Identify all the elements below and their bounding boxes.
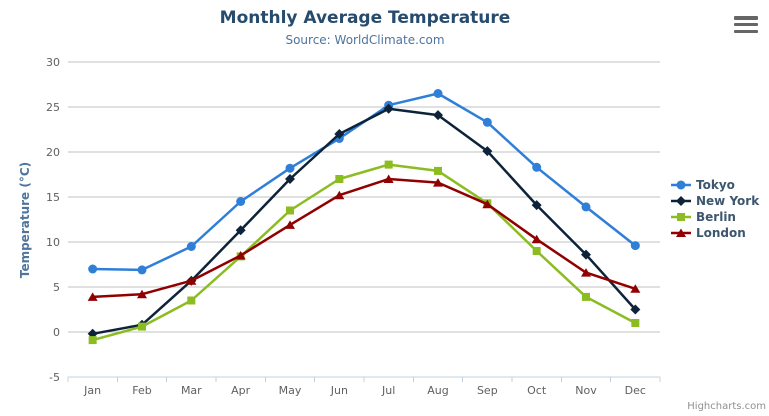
x-axis-tick-label: Oct: [527, 384, 547, 397]
data-point-london[interactable]: [87, 292, 98, 301]
data-point-london[interactable]: [235, 251, 246, 260]
data-point-tokyo[interactable]: [186, 242, 196, 251]
data-point-tokyo[interactable]: [137, 265, 147, 275]
data-point-london[interactable]: [531, 234, 542, 244]
square-marker-icon: [671, 213, 691, 221]
data-point-tokyo[interactable]: [88, 264, 98, 274]
hamburger-icon: [734, 22, 758, 27]
y-axis-tick-label: 20: [46, 146, 60, 159]
legend-label: Berlin: [696, 210, 736, 224]
export-menu-button[interactable]: [732, 15, 760, 34]
data-point-new-york[interactable]: [235, 225, 246, 236]
series-line-tokyo: [91, 92, 637, 272]
series-line-london: [91, 177, 637, 299]
data-point-tokyo[interactable]: [581, 202, 591, 212]
legend-item-tokyo[interactable]: Tokyo: [670, 177, 759, 193]
x-axis-tick-label: Mar: [181, 384, 202, 397]
x-axis-tick-label: Jan: [83, 384, 101, 397]
data-point-tokyo[interactable]: [433, 89, 443, 98]
data-point-new-york[interactable]: [433, 110, 443, 121]
data-point-london[interactable]: [285, 220, 295, 229]
chart-subtitle: Source: WorldClimate.com: [285, 33, 445, 47]
legend-item-new-york[interactable]: New York: [670, 193, 759, 209]
data-point-london[interactable]: [383, 174, 394, 184]
hamburger-icon: [734, 29, 758, 33]
y-axis-tick-label: -5: [49, 371, 60, 384]
y-axis-tick-label: 5: [53, 281, 60, 294]
series-line-berlin: [91, 163, 637, 342]
legend-label: New York: [696, 194, 760, 208]
hamburger-icon: [734, 16, 758, 20]
data-point-new-york[interactable]: [383, 103, 394, 114]
data-point-tokyo[interactable]: [532, 162, 542, 172]
y-axis-tick-label: 10: [46, 236, 60, 249]
data-point-new-york[interactable]: [482, 146, 493, 157]
data-point-london[interactable]: [482, 199, 493, 209]
x-axis-tick-label: May: [279, 384, 302, 397]
y-axis-tick-label: 30: [46, 56, 60, 69]
data-point-tokyo[interactable]: [236, 197, 246, 206]
data-point-london[interactable]: [581, 268, 591, 277]
data-point-berlin[interactable]: [335, 175, 344, 183]
data-point-london[interactable]: [186, 276, 197, 285]
x-axis-tick-label: Jul: [381, 384, 395, 397]
x-axis-tick-label: Dec: [625, 384, 646, 397]
x-axis-tick-label: Apr: [231, 384, 251, 397]
data-point-new-york[interactable]: [334, 129, 345, 139]
credits-link[interactable]: Highcharts.com: [687, 401, 766, 412]
data-point-london[interactable]: [334, 190, 345, 200]
legend-item-berlin[interactable]: Berlin: [670, 209, 759, 225]
y-axis-tick-label: 25: [46, 101, 60, 114]
x-axis-tick-label: Sep: [477, 384, 498, 397]
legend: Tokyo New York Berlin London: [670, 177, 759, 241]
data-point-new-york[interactable]: [581, 249, 591, 260]
data-point-berlin[interactable]: [88, 336, 97, 345]
circle-marker-icon: [671, 180, 691, 190]
x-axis-tick-label: Nov: [575, 384, 597, 397]
legend-item-london[interactable]: London: [670, 225, 759, 241]
data-point-london[interactable]: [137, 289, 147, 299]
data-point-new-york[interactable]: [630, 304, 641, 315]
data-point-berlin[interactable]: [434, 166, 442, 175]
data-point-london[interactable]: [433, 178, 443, 187]
legend-label: London: [696, 226, 746, 240]
data-point-berlin[interactable]: [631, 319, 640, 327]
data-point-tokyo[interactable]: [285, 163, 295, 173]
series-line-new-york: [91, 107, 637, 336]
data-point-berlin[interactable]: [384, 160, 393, 169]
x-axis-tick-label: Jun: [330, 384, 348, 397]
y-axis-title: Temperature (°C): [18, 161, 32, 279]
triangle-marker-icon: [671, 228, 691, 237]
data-point-new-york[interactable]: [285, 174, 295, 184]
data-point-berlin[interactable]: [138, 322, 146, 331]
data-point-tokyo[interactable]: [630, 241, 640, 251]
data-point-new-york[interactable]: [531, 200, 542, 211]
data-point-berlin[interactable]: [187, 296, 196, 305]
data-point-london[interactable]: [630, 284, 641, 293]
data-point-berlin[interactable]: [532, 247, 541, 255]
data-point-tokyo[interactable]: [482, 117, 492, 127]
y-axis-tick-label: 0: [53, 326, 60, 339]
chart-title: Monthly Average Temperature: [219, 8, 511, 28]
x-axis-tick-label: Aug: [427, 384, 448, 397]
data-point-berlin[interactable]: [582, 292, 590, 301]
diamond-marker-icon: [671, 196, 691, 206]
legend-label: Tokyo: [696, 178, 735, 192]
y-axis-tick-label: 15: [46, 191, 60, 204]
data-point-berlin[interactable]: [286, 206, 294, 215]
x-axis-tick-label: Feb: [132, 384, 151, 397]
